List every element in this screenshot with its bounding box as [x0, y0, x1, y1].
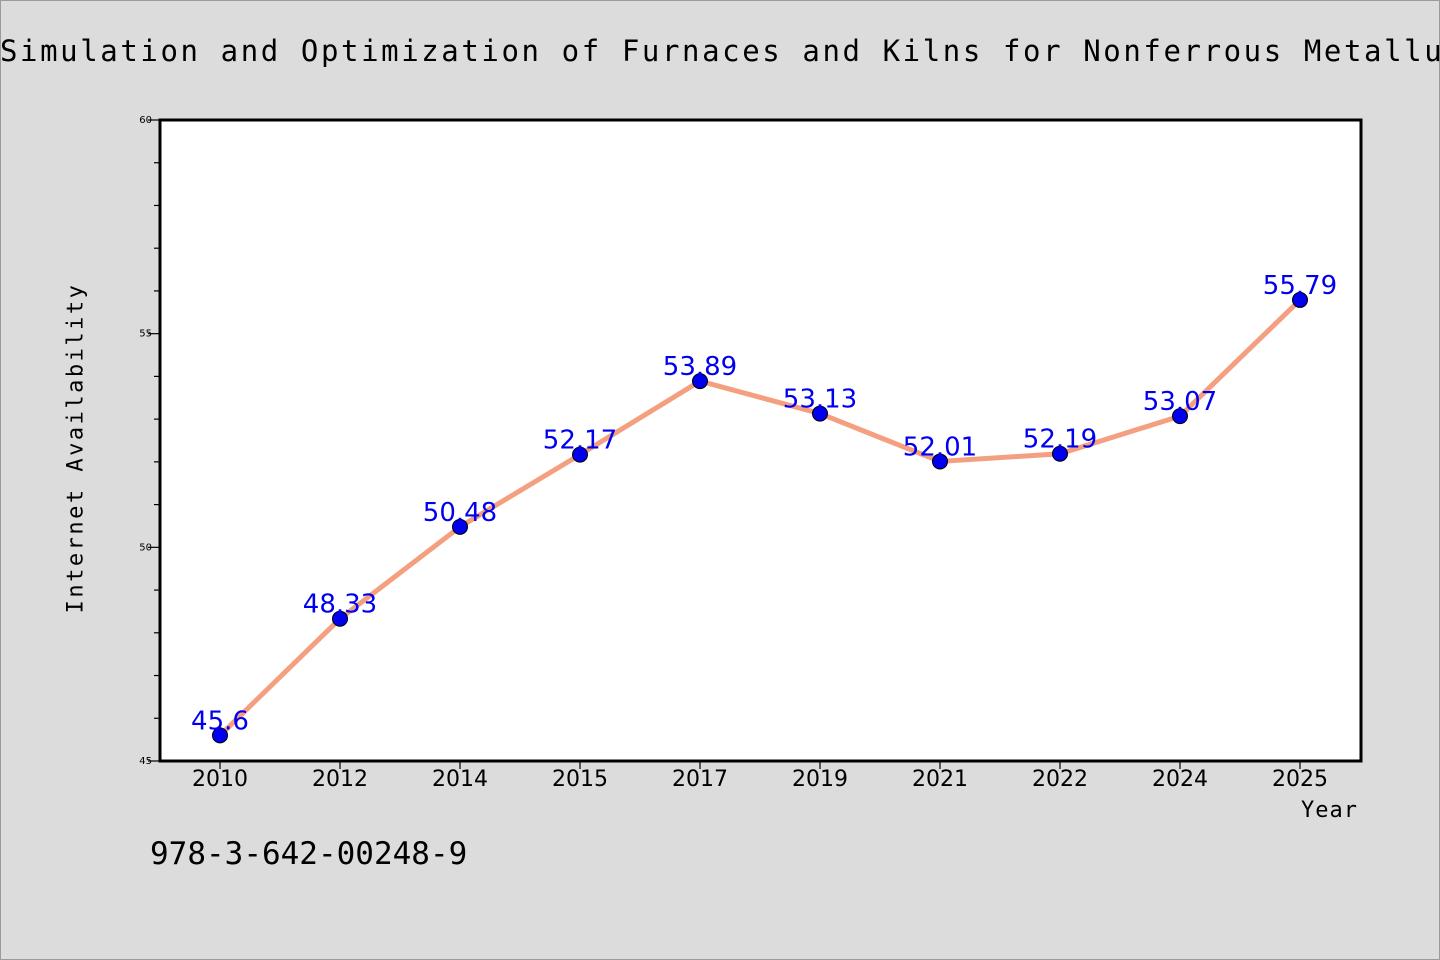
- data-point: [452, 518, 468, 535]
- x-tick-label: 2025: [1272, 767, 1328, 792]
- data-point: [692, 373, 708, 390]
- chart-title: Simulation and Optimization of Furnaces …: [0, 34, 1440, 68]
- data-label: 52.01: [903, 432, 977, 462]
- data-labels: 45.6 48.33 50.48 52.17 53.89 53.13 52.01 52.19 5…: [191, 271, 1337, 736]
- data-label: 52.19: [1023, 425, 1097, 455]
- data-label: 55.79: [1263, 271, 1337, 301]
- x-tick-label: 2015: [552, 767, 608, 792]
- data-label: 52.17: [543, 426, 617, 456]
- y-axis-ticks: 45 50 55 60: [139, 115, 160, 767]
- y-tick-label: 60: [139, 115, 152, 126]
- data-label: 53.07: [1143, 387, 1217, 417]
- data-point: [932, 453, 948, 470]
- data-label: 48.33: [303, 590, 377, 620]
- x-tick-label: 2017: [672, 767, 728, 792]
- x-tick-label: 2024: [1152, 767, 1208, 792]
- data-point: [812, 405, 828, 422]
- plot-area: [158, 118, 1363, 763]
- x-tick-label: 2014: [432, 767, 488, 792]
- data-point: [1172, 408, 1188, 425]
- series-line: [217, 297, 1303, 738]
- y-tick-label: 45: [139, 756, 152, 767]
- x-tick-label: 2019: [792, 767, 848, 792]
- data-label: 50.48: [423, 498, 497, 528]
- y-tick-label: 50: [139, 542, 152, 553]
- data-point: [1292, 291, 1308, 308]
- data-point: [212, 727, 228, 744]
- y-tick-label: 55: [139, 329, 152, 340]
- x-axis-label: Year: [1301, 798, 1358, 823]
- data-label: 53.13: [783, 385, 857, 415]
- data-label: 53.89: [663, 352, 737, 382]
- data-point: [332, 610, 348, 627]
- series-markers: [212, 291, 1308, 744]
- x-tick-label: 2010: [192, 767, 248, 792]
- x-tick-label: 2021: [912, 767, 968, 792]
- x-axis-ticks: 2010 2012 2014 2015 2017 2019 2021 2022 2024 2025: [192, 760, 1328, 792]
- data-label: 45.6: [191, 706, 249, 736]
- x-tick-label: 2012: [312, 767, 368, 792]
- x-tick-label: 2022: [1032, 767, 1088, 792]
- data-point: [572, 446, 588, 463]
- data-point: [1052, 445, 1068, 462]
- isbn-text: 978-3-642-00248-9: [150, 836, 468, 872]
